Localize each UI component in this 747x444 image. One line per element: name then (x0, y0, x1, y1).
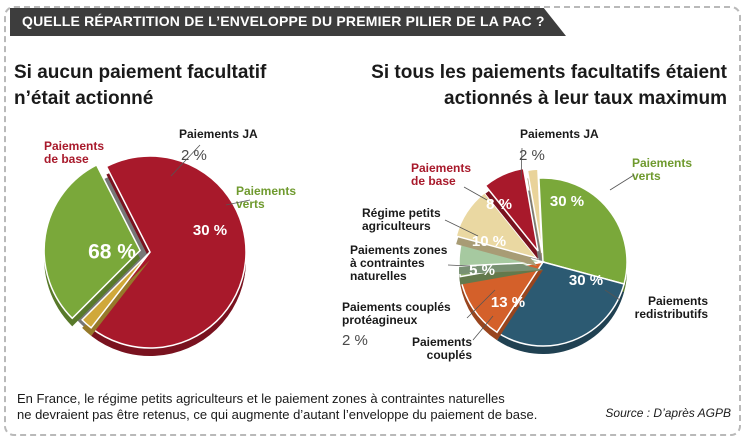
footnote-line1: En France, le régime petits agriculteurs… (17, 391, 505, 406)
right-chart-title-line1: Si tous les paiements facultatifs étaien… (371, 62, 727, 83)
category-label-paiements-verts-right: Paiements verts (632, 156, 692, 183)
leader-line (466, 289, 496, 319)
slice-paiements-ja-right (526, 168, 543, 254)
category-label-paiements-de-base-left: Paiements de base (44, 139, 104, 166)
page-title: QUELLE RÉPARTITION DE L’ENVELOPPE DU PRE… (22, 13, 545, 29)
slice-paiements-de-base-left (90, 155, 247, 349)
right-chart-title-line2: actionnés à leur taux maximum (444, 88, 727, 109)
header-band (10, 8, 566, 36)
slice-paiements-de-base-right (484, 167, 539, 252)
pie-chart-1: 68 % 30 % Paiements de base Paiements JA 2 % P… (43, 127, 296, 357)
value-label-paiements-couples-right: 13 % (491, 294, 525, 311)
leader-line (444, 219, 479, 237)
value-label-paiements-verts-left: 30 % (193, 222, 227, 239)
value-label-paiements-zones-a-contraintes-naturelles-right: 5 % (469, 262, 495, 279)
leader-line (604, 289, 621, 301)
value-label-paiements-verts-right: 30 % (550, 193, 584, 210)
value-label-paiements-de-base-right: 8 % (486, 196, 512, 213)
category-label-paiements-ja-left: Paiements JA (179, 127, 258, 141)
leader-line (463, 186, 488, 201)
category-label-paiements-zones-a-contraintes-naturelles-right: Paiements zones à contraintes naturelles (350, 243, 448, 283)
left-chart-title-line2: n’était actionné (14, 88, 154, 109)
slice-paiements-verts-left (43, 163, 142, 320)
left-chart-title-line1: Si aucun paiement facultatif (14, 62, 267, 83)
category-label-regime-petits-agriculteurs-right: Régime petits agriculteurs (362, 206, 441, 233)
source-note: Source : D’après AGPB (605, 406, 731, 420)
leader-line (520, 147, 523, 181)
category-label-paiements-de-base-right: Paiements de base (411, 161, 471, 188)
category-label-paiements-couples-proteagineux-right: Paiements couplés protéagineux (342, 300, 451, 327)
slice-paiements-ja-left (81, 251, 151, 329)
category-label-paiements-couples-right: Paiements couplés (412, 335, 472, 362)
category-label-paiements-verts-left: Paiements verts (236, 184, 296, 211)
slice-regime-petits-agriculteurs-right (455, 191, 540, 260)
leader-line (170, 144, 201, 177)
value-label-paiements-redistributifs-right: 30 % (569, 272, 603, 289)
slice-paiements-verts-right (538, 177, 628, 285)
outside-value-paiements-ja-right: 2 % (519, 147, 545, 164)
value-label-paiements-de-base-left: 68 % (88, 241, 136, 264)
outside-value-paiements-ja-left: 2 % (181, 147, 207, 164)
pie-chart-2: 30 % 30 % 13 % 5 % 10 % 8 % Paiements JA 2 % Pai… (342, 127, 708, 362)
value-label-regime-petits-agriculteurs-right: 10 % (472, 233, 506, 250)
figure-frame (4, 6, 741, 436)
leader-line (609, 174, 635, 191)
footnote: En France, le régime petits agriculteurs… (17, 391, 537, 423)
category-label-paiements-redistributifs-right: Paiements redistributifs (635, 294, 709, 321)
footnote-line2: ne devraient pas être retenus, ce qui au… (17, 407, 538, 422)
category-label-paiements-ja-right: Paiements JA (520, 127, 599, 141)
leader-line (472, 315, 494, 341)
outside-value-paiements-couples-proteagineux-right: 2 % (342, 332, 368, 349)
leader-line (447, 264, 471, 267)
leader-line (225, 199, 251, 206)
